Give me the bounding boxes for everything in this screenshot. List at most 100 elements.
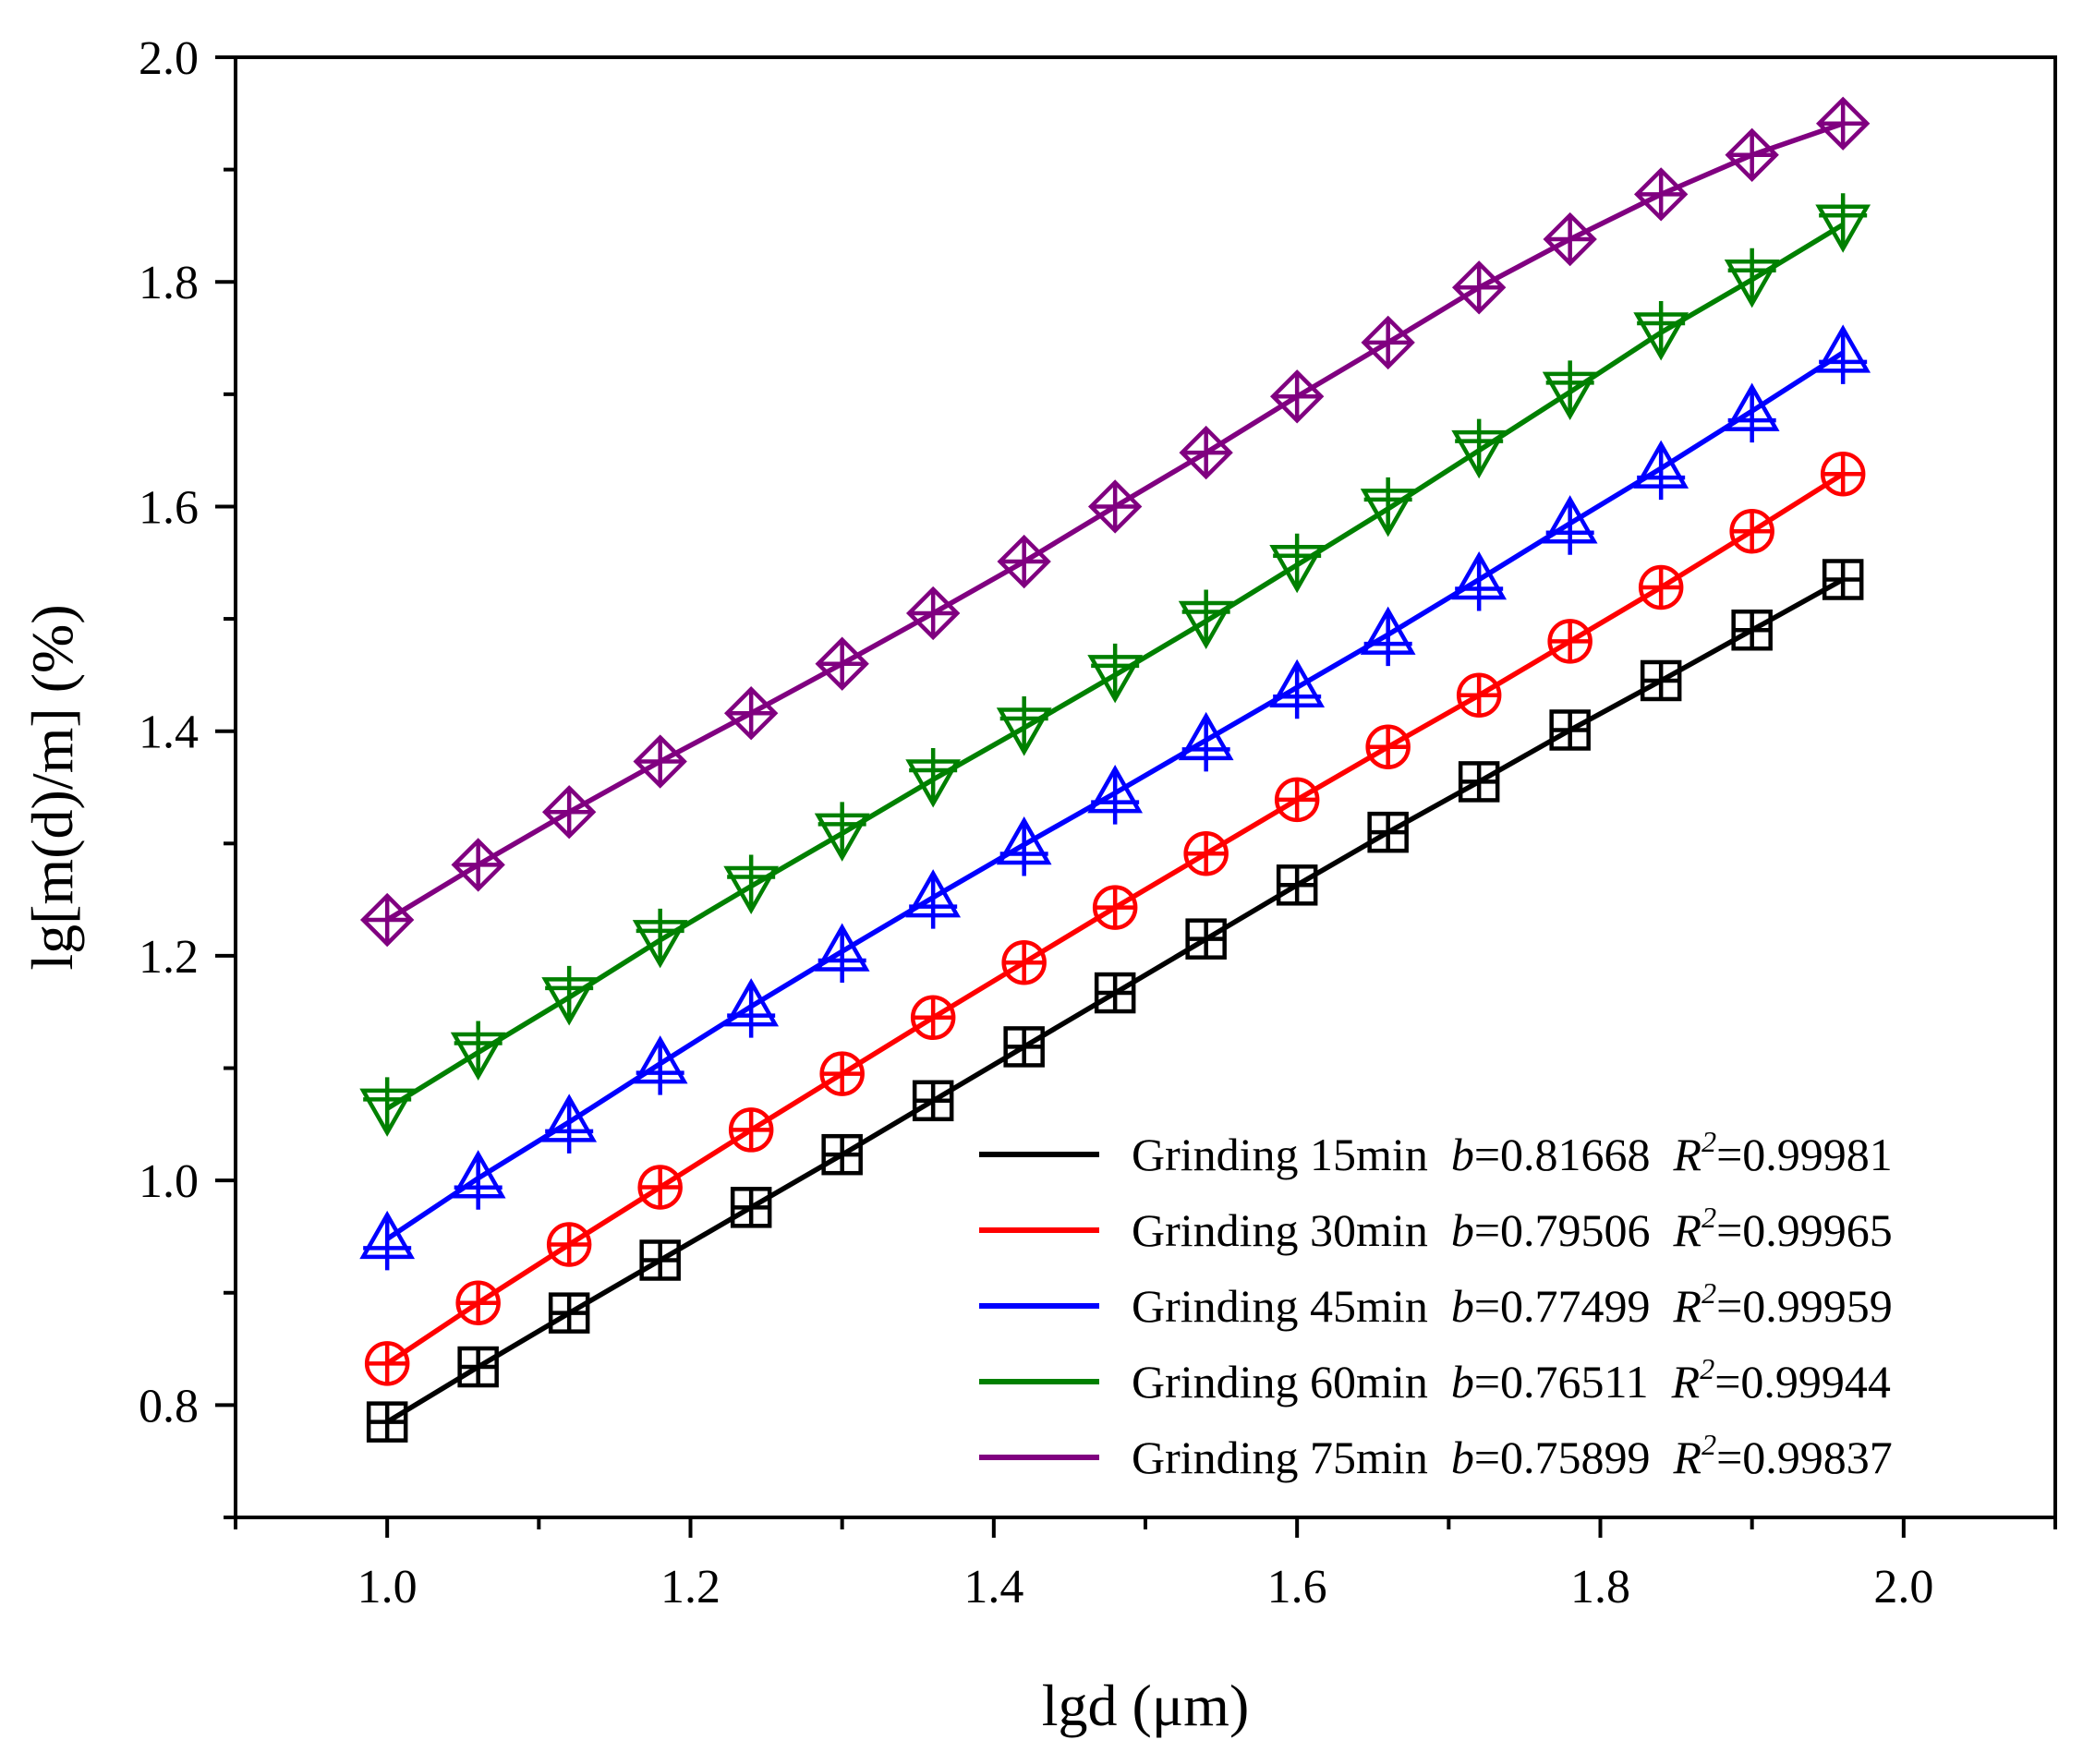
- marker-plus: [454, 1154, 503, 1210]
- data-point: [359, 1077, 416, 1137]
- marker-plus: [909, 873, 958, 929]
- data-point: [1087, 643, 1144, 704]
- data-point: [1640, 659, 1682, 702]
- data-point: [1725, 127, 1779, 182]
- data-point: [450, 1150, 506, 1210]
- x-tick-label: 1.4: [963, 1561, 1023, 1613]
- series-layer: [359, 96, 1871, 1443]
- marker-plus: [459, 1348, 497, 1386]
- marker-plus: [367, 1343, 408, 1384]
- marker-plus: [914, 1081, 952, 1119]
- legend-r2-value: =0.99959: [1716, 1280, 1893, 1332]
- data-point: [815, 636, 869, 691]
- data-point: [632, 908, 688, 969]
- data-point: [1542, 360, 1598, 420]
- marker-plus: [1455, 555, 1504, 611]
- marker-plus: [369, 1403, 406, 1441]
- marker-plus: [1455, 263, 1504, 312]
- legend-r-symbol: R: [1671, 1356, 1701, 1408]
- marker-plus: [913, 997, 954, 1038]
- marker-plus: [1003, 942, 1045, 984]
- marker-plus: [727, 689, 776, 738]
- data-point: [1361, 315, 1415, 370]
- marker-plus: [457, 1282, 499, 1323]
- data-point: [364, 1341, 410, 1386]
- marker-plus: [1549, 621, 1591, 662]
- data-point: [730, 1187, 772, 1228]
- legend-r-symbol: R: [1673, 1432, 1702, 1483]
- data-point: [366, 1401, 408, 1443]
- data-point: [1365, 724, 1411, 769]
- marker-plus: [1273, 663, 1322, 719]
- y-axis-ticks: 0.8 1.0 1.2 1.4 1.6 1.8 2.0: [139, 32, 236, 1519]
- data-point: [1269, 533, 1326, 594]
- marker-plus: [727, 854, 776, 911]
- data-point: [905, 869, 962, 929]
- marker-plus: [545, 788, 594, 837]
- marker-diamond: [1087, 479, 1143, 534]
- marker-plus: [549, 1224, 590, 1265]
- y-axis-title: lg[m(d)/m] (%): [19, 604, 85, 970]
- legend-entry: Grinding 60min b=0.76511 R2=0.99944: [979, 1352, 1891, 1408]
- marker-plus: [1091, 482, 1140, 531]
- data-point: [1542, 495, 1598, 555]
- data-point: [1543, 211, 1597, 267]
- legend-b-value: =0.75899: [1474, 1432, 1674, 1483]
- legend-r2-value: =0.99944: [1714, 1356, 1891, 1408]
- series-1: [366, 559, 1864, 1443]
- legend-series-name: Grinding 15min: [1132, 1129, 1451, 1180]
- marker-diamond: [723, 686, 779, 741]
- legend-label: Grinding 45min b=0.77499 R2=0.99959: [1132, 1276, 1893, 1332]
- data-point: [1274, 777, 1320, 823]
- marker-plus: [545, 1097, 594, 1154]
- data-point: [1360, 606, 1416, 667]
- marker-plus: [545, 965, 594, 1021]
- data-point: [541, 965, 598, 1026]
- data-point: [1549, 709, 1591, 751]
- legend-b-symbol: b: [1451, 1280, 1474, 1332]
- legend-label: Grinding 30min b=0.79506 R2=0.99965: [1132, 1201, 1893, 1256]
- legend-b-symbol: b: [1451, 1432, 1474, 1483]
- marker-diamond: [359, 892, 415, 948]
- legend-r-superscript: 2: [1702, 1125, 1716, 1158]
- legend-entry: Grinding 30min b=0.79506 R2=0.99965: [979, 1201, 1893, 1256]
- marker-plus: [454, 1021, 503, 1077]
- marker-plus: [1273, 372, 1322, 421]
- legend-r-superscript: 2: [1700, 1352, 1714, 1385]
- data-point: [1815, 193, 1871, 253]
- y-tick-label: 0.8: [139, 1380, 199, 1432]
- marker-diamond: [1451, 260, 1507, 315]
- marker-plus: [823, 1136, 861, 1174]
- marker-plus: [1819, 99, 1868, 148]
- data-point: [1547, 619, 1593, 664]
- marker-plus: [821, 1053, 863, 1094]
- marker-plus: [1273, 533, 1322, 589]
- legend-label: Grinding 75min b=0.75899 R2=0.99837: [1132, 1428, 1893, 1483]
- data-point: [632, 1035, 688, 1095]
- legend-b-symbol: b: [1451, 1129, 1474, 1180]
- marker-diamond: [1633, 167, 1689, 222]
- marker-plus: [1367, 726, 1409, 767]
- marker-plus: [1187, 920, 1225, 958]
- marker-plus: [817, 639, 866, 688]
- marker-plus: [1363, 610, 1412, 667]
- data-point: [1815, 324, 1871, 384]
- marker-plus: [1091, 643, 1140, 699]
- legend-r-symbol: R: [1673, 1129, 1702, 1180]
- data-point: [451, 838, 505, 892]
- x-tick-label: 1.6: [1267, 1561, 1327, 1613]
- marker-plus: [999, 696, 1048, 753]
- data-point: [1724, 248, 1780, 308]
- marker-plus: [1824, 561, 1862, 598]
- marker-plus: [1278, 866, 1316, 904]
- marker-plus: [1185, 833, 1227, 875]
- data-point: [1003, 1026, 1045, 1068]
- legend-b-value: =0.77499: [1474, 1280, 1674, 1332]
- legend-entry: Grinding 75min b=0.75899 R2=0.99837: [979, 1428, 1893, 1483]
- data-point: [1087, 479, 1143, 534]
- data-point: [728, 1107, 774, 1153]
- legend-r2-value: =0.99837: [1716, 1432, 1893, 1483]
- data-point: [905, 747, 962, 808]
- marker-plus: [636, 737, 684, 786]
